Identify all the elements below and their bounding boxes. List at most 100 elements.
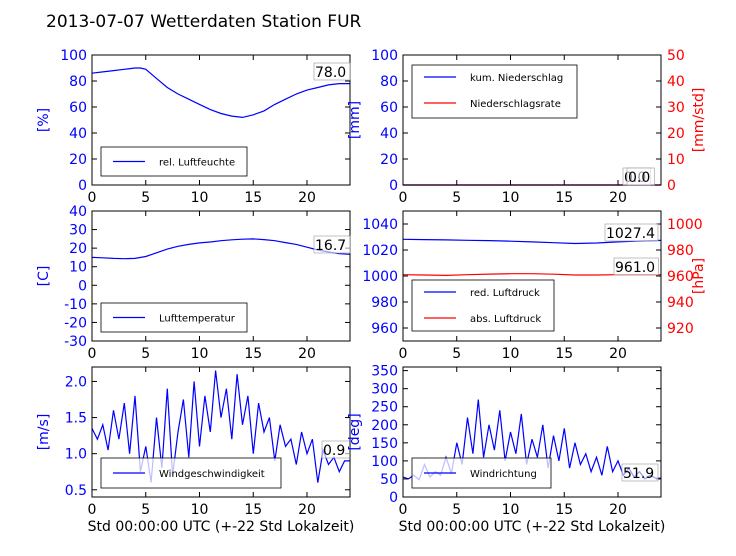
y-tick-label-right: 980 bbox=[667, 243, 694, 259]
y-tick-label: -30 bbox=[64, 334, 87, 350]
y-tick-label: 60 bbox=[380, 100, 398, 116]
legend-entry: Lufttemperatur bbox=[159, 314, 236, 325]
x-tick-label: 20 bbox=[609, 502, 627, 518]
y-tick-label-right: 10 bbox=[667, 152, 685, 168]
x-tick-label: 0 bbox=[399, 502, 408, 518]
legend-entry: kum. Niederschlag bbox=[470, 73, 563, 84]
y-tick-label: 350 bbox=[371, 364, 398, 380]
value-annotation: 16.7 bbox=[315, 238, 346, 254]
legend-entry: rel. Luftfeuchte bbox=[159, 158, 235, 169]
x-tick-label: 10 bbox=[191, 190, 209, 206]
x-tick-label: 0 bbox=[399, 190, 408, 206]
y-tick-label: 980 bbox=[371, 295, 398, 311]
y-tick-label-right: 30 bbox=[667, 100, 685, 116]
legend-entry: Niederschlagsrate bbox=[470, 99, 561, 110]
y-tick-label-right: 1000 bbox=[667, 217, 703, 233]
value-annotation: 1027.4 bbox=[606, 226, 655, 242]
y-tick-label: 1040 bbox=[362, 217, 398, 233]
y-tick-label: 60 bbox=[69, 100, 87, 116]
x-tick-label: 5 bbox=[141, 502, 150, 518]
y-tick-label: 250 bbox=[371, 400, 398, 416]
y-tick-label: 0 bbox=[389, 490, 398, 506]
chart-humidity: 0 5 10 15 20 0 20 40 60 80 100 [%] 78.0 rel. Luftfeuc… bbox=[36, 48, 351, 206]
legend: Windrichtung bbox=[411, 457, 552, 489]
x-tick-label: 0 bbox=[88, 346, 97, 362]
y-tick-label: 150 bbox=[371, 436, 398, 452]
legend-frame bbox=[100, 302, 248, 333]
legend: Lufttemperatur bbox=[100, 302, 248, 333]
legend: rel. Luftfeuchte bbox=[100, 146, 248, 177]
page-title: 2013-07-07 Wetterdaten Station FUR bbox=[46, 12, 362, 32]
x-tick-label: 10 bbox=[502, 502, 520, 518]
value-annotation: 0.9 bbox=[323, 443, 345, 459]
legend-frame bbox=[411, 279, 555, 332]
y-tick-label: 0.5 bbox=[65, 483, 87, 499]
plot-frame bbox=[91, 54, 351, 186]
x-tick-label: 15 bbox=[555, 190, 573, 206]
value-annotation: 78.0 bbox=[315, 65, 346, 81]
plot-frame bbox=[402, 54, 662, 186]
y-tick-label: 20 bbox=[380, 152, 398, 168]
x-tick-label: 10 bbox=[191, 502, 209, 518]
y-tick-label: 40 bbox=[69, 126, 87, 142]
y-tick-label: 1020 bbox=[362, 243, 398, 259]
value-annotation-box bbox=[321, 440, 350, 459]
y-axis-label: [C] bbox=[36, 266, 52, 287]
y-tick-label-right: 20 bbox=[667, 126, 685, 142]
y-tick-label-right: 50 bbox=[667, 48, 685, 64]
y-tick-label: 960 bbox=[371, 321, 398, 337]
y-tick-label: 100 bbox=[371, 454, 398, 470]
y-tick-label-right: 40 bbox=[667, 74, 685, 90]
plot-frame bbox=[402, 366, 662, 498]
series-line-winddir-0 bbox=[402, 399, 661, 481]
x-tick-label: 5 bbox=[452, 190, 461, 206]
series-line-humidity-0 bbox=[91, 67, 350, 119]
y-axis-label-right: [mm/std] bbox=[691, 88, 707, 153]
plot-frame bbox=[91, 210, 351, 342]
legend-frame bbox=[411, 457, 552, 489]
y-tick-label: 40 bbox=[69, 204, 87, 220]
chart-pressure: 0 5 10 15 20 960 980 1000 1020 1040 920 940 960 980 10… bbox=[362, 210, 707, 362]
x-tick-label: 10 bbox=[191, 346, 209, 362]
y-tick-label-right: 940 bbox=[667, 295, 694, 311]
legend-entry: red. Luftdruck bbox=[470, 288, 540, 299]
y-tick-label: 0 bbox=[78, 178, 87, 194]
y-axis-label: [%] bbox=[36, 108, 52, 132]
chart-windspeed: 0 5 10 15 20 0.5 1.0 1.5 2.0 [m/s] Std 00:00:00 UT… bbox=[36, 366, 354, 535]
legend-entry: Windrichtung bbox=[470, 469, 537, 480]
x-axis-label: Std 00:00:00 UTC (+-22 Std Lokalzeit) bbox=[399, 519, 666, 535]
y-tick-label: 100 bbox=[371, 48, 398, 64]
y-tick-label: -10 bbox=[64, 297, 87, 313]
y-tick-label: 40 bbox=[380, 126, 398, 142]
y-tick-label: 30 bbox=[69, 223, 87, 239]
y-tick-label: 50 bbox=[380, 472, 398, 488]
value-annotation-box bbox=[313, 62, 351, 81]
y-tick-label-right: 0 bbox=[667, 178, 676, 194]
value-annotation-box bbox=[604, 223, 659, 242]
y-tick-label: 0 bbox=[389, 178, 398, 194]
y-tick-label: 200 bbox=[371, 418, 398, 434]
value-annotation-box bbox=[621, 463, 659, 482]
x-tick-label: 5 bbox=[141, 346, 150, 362]
x-tick-label: 15 bbox=[244, 346, 262, 362]
y-tick-label: 20 bbox=[69, 152, 87, 168]
x-tick-label: 15 bbox=[244, 190, 262, 206]
x-tick-label: 20 bbox=[298, 502, 316, 518]
y-tick-label: 20 bbox=[69, 241, 87, 257]
y-axis-label: [deg] bbox=[347, 413, 363, 450]
x-tick-label: 0 bbox=[88, 190, 97, 206]
y-tick-label: 80 bbox=[69, 74, 87, 90]
y-tick-label: 0 bbox=[78, 278, 87, 294]
y-tick-label: 1.5 bbox=[65, 411, 87, 427]
x-tick-label: 20 bbox=[298, 190, 316, 206]
y-tick-label: 80 bbox=[380, 74, 398, 90]
value-annotation-box bbox=[313, 235, 351, 254]
y-tick-label: 10 bbox=[69, 260, 87, 276]
x-tick-label: 10 bbox=[502, 190, 520, 206]
legend: Windgeschwindigkeit bbox=[100, 457, 282, 489]
x-tick-label: 5 bbox=[452, 346, 461, 362]
x-tick-label: 15 bbox=[555, 502, 573, 518]
y-tick-label-right: 960 bbox=[667, 269, 694, 285]
x-tick-label: 15 bbox=[555, 346, 573, 362]
